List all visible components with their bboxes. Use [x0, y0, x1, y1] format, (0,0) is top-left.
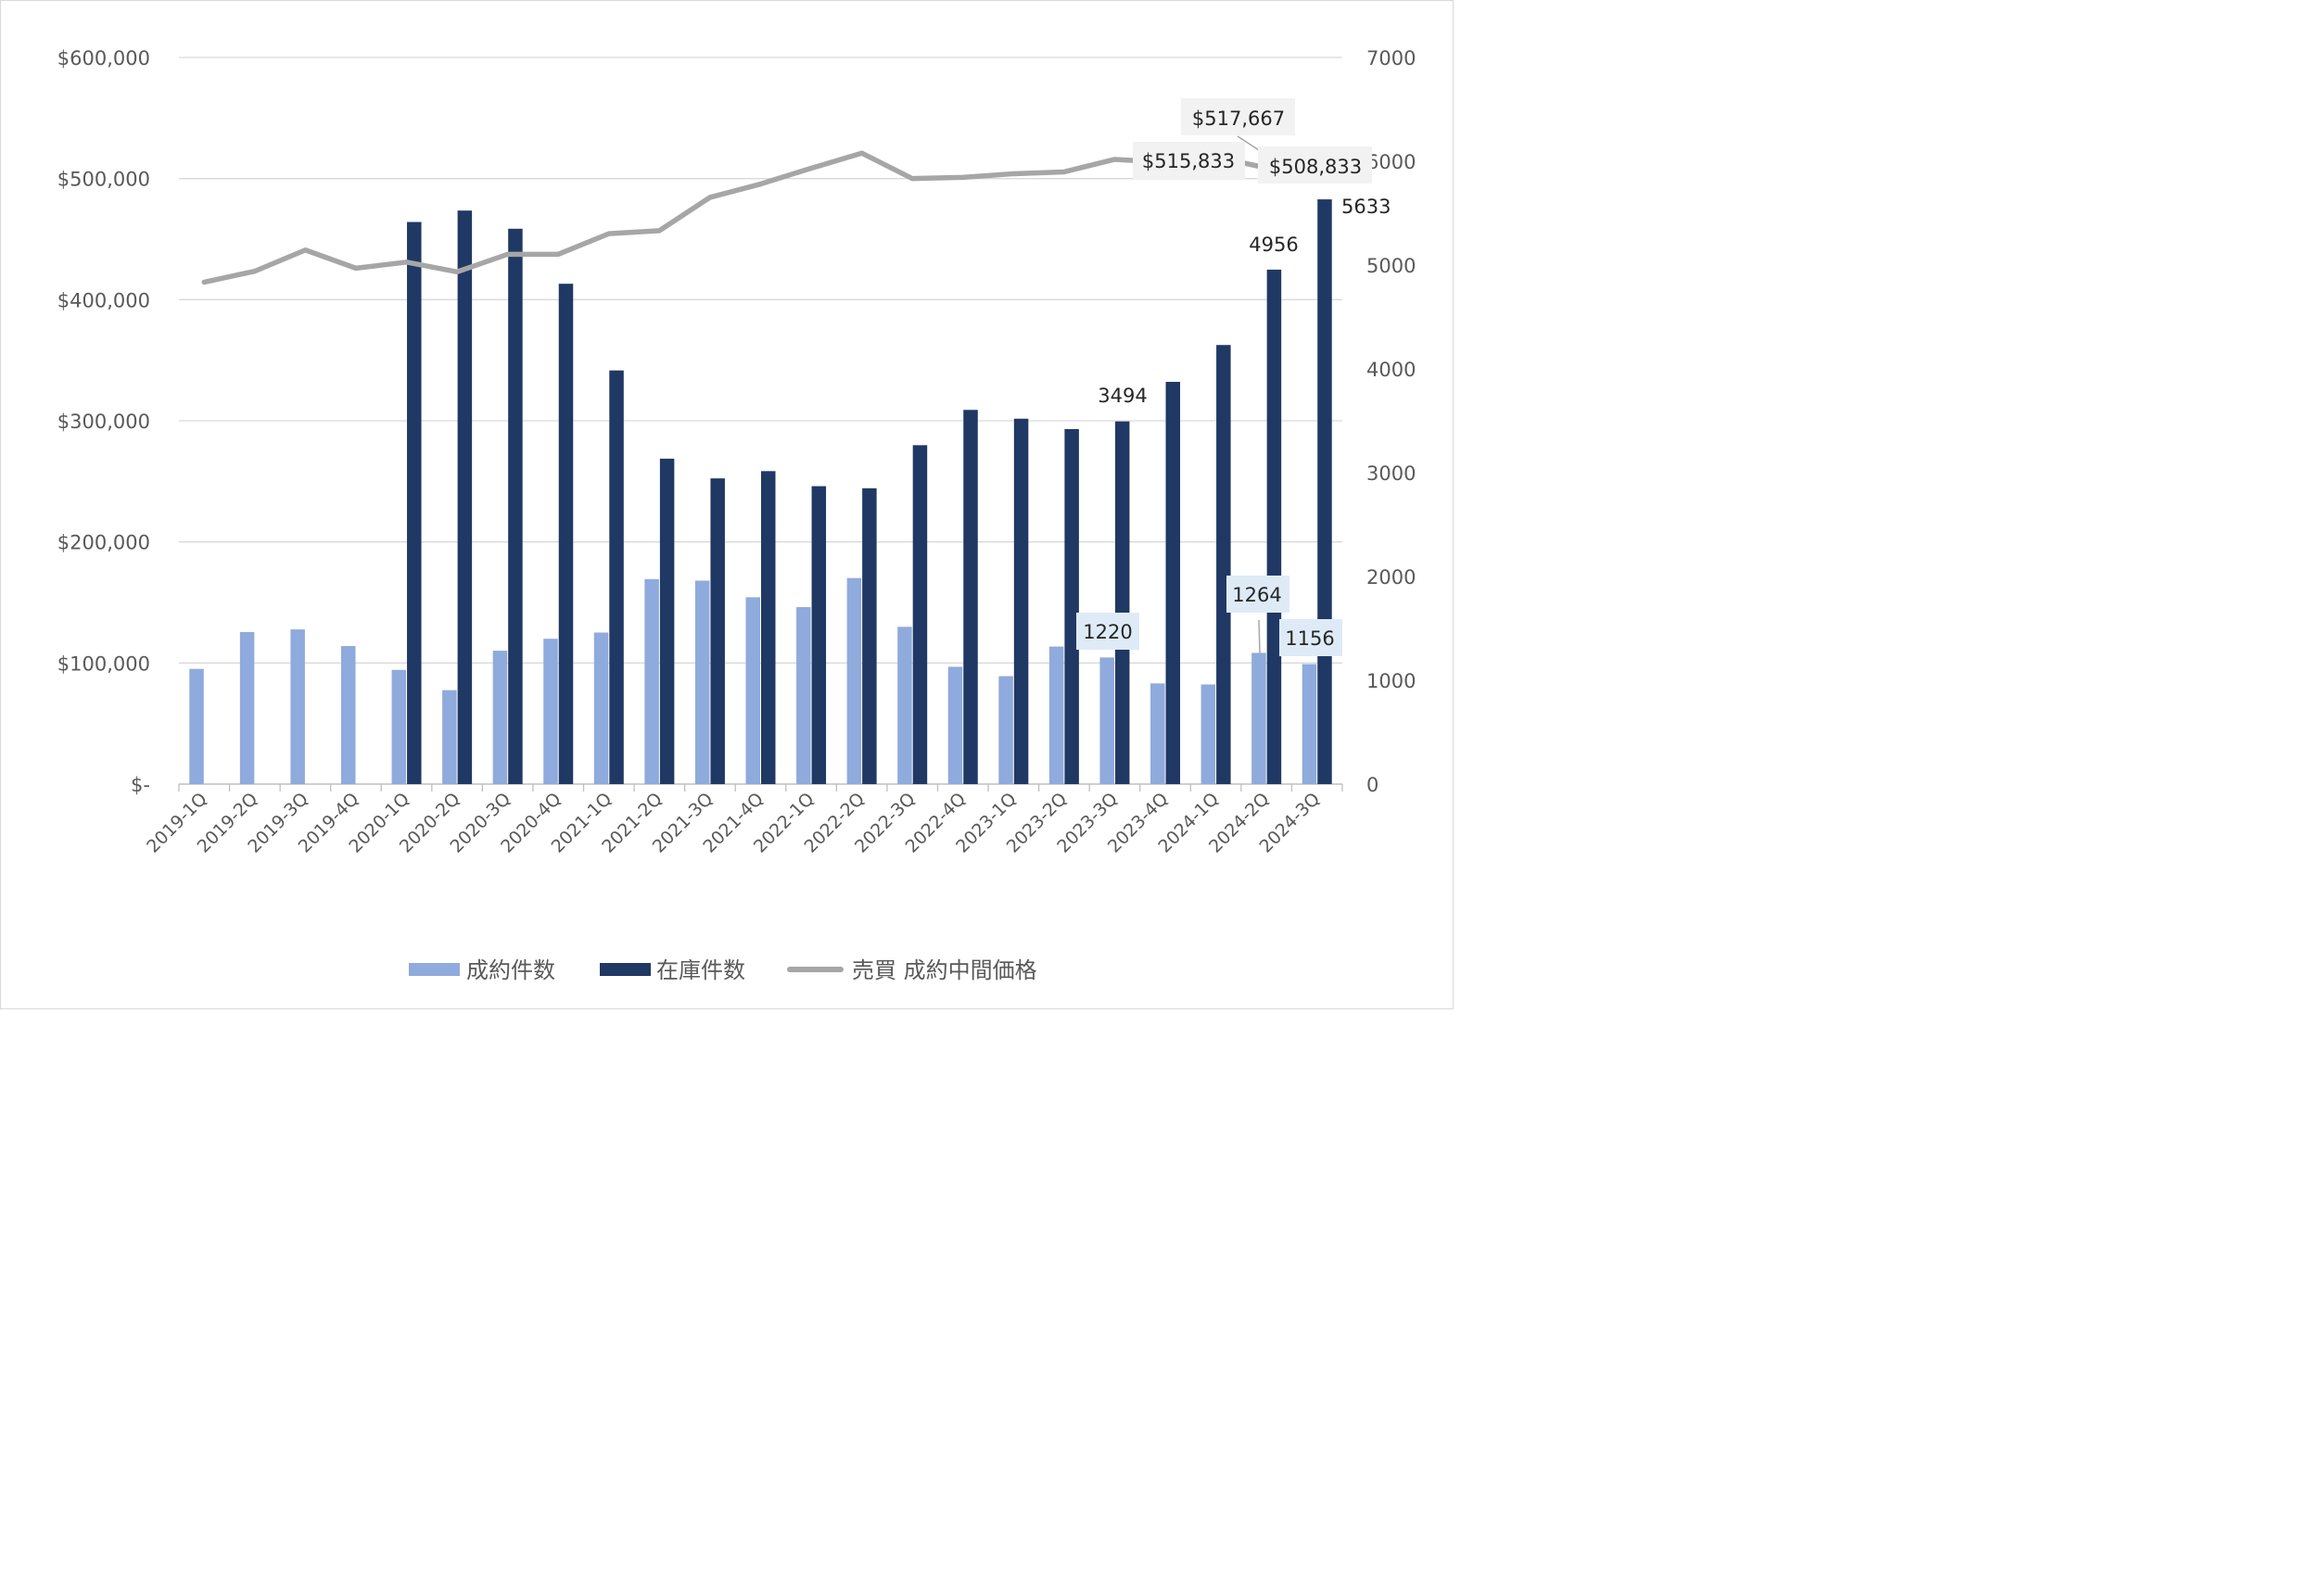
legend-label-inventory: 在庫件数 [656, 957, 745, 983]
line-series [201, 150, 1320, 285]
inventory-bar [659, 458, 675, 784]
contracts-bar [593, 632, 609, 784]
contracts-bar [897, 627, 912, 784]
contracts-bar [694, 580, 710, 784]
label-leader [1237, 135, 1260, 151]
combo-chart: $- $100,000 $200,000 $300,000 $400,000 $500,0… [57, 47, 1416, 983]
left-axis: $- $100,000 $200,000 $300,000 $400,000 $500,0… [57, 47, 150, 796]
data-label-box [1133, 142, 1245, 179]
inventory-bar [558, 284, 574, 784]
contracts-bar [290, 629, 305, 784]
contracts-bar [391, 669, 407, 784]
right-tick-label: 4000 [1366, 359, 1416, 381]
right-tick-label: 7000 [1366, 47, 1416, 70]
bar-marks [189, 199, 1332, 785]
legend: 成約件数 在庫件数 売買 成約中間価格 [409, 957, 1037, 983]
inventory-bar [912, 445, 928, 784]
left-tick-label: $200,000 [57, 532, 150, 554]
contracts-bar [340, 646, 356, 784]
data-label-box [1181, 98, 1295, 135]
legend-label-contracts: 成約件数 [466, 957, 555, 983]
x-axis: 2019-1Q2019-2Q2019-3Q2019-4Q2020-1Q2020-… [143, 783, 1343, 857]
data-label-box [1076, 613, 1139, 650]
data-label: $508,833 [1269, 156, 1362, 178]
right-tick-label: 2000 [1366, 566, 1416, 589]
left-tick-label: $600,000 [57, 47, 150, 70]
data-label: 1220 [1083, 621, 1132, 643]
contracts-bar [796, 607, 811, 784]
inventory-bar [457, 210, 473, 784]
left-tick-label: $300,000 [57, 411, 150, 433]
data-label: $517,667 [1192, 108, 1285, 130]
label-leader [1258, 619, 1261, 654]
contracts-bar [1251, 652, 1266, 784]
inventory-bar [963, 410, 978, 784]
left-tick-label: $- [131, 774, 150, 796]
contracts-bar [947, 666, 963, 784]
inventory-bar [811, 486, 827, 784]
inventory-bar [1165, 382, 1181, 784]
data-label-box [1226, 576, 1289, 613]
contracts-bar [442, 690, 457, 784]
inventory-bar [407, 222, 422, 784]
inventory-bar [609, 370, 624, 784]
chart-frame: $- $100,000 $200,000 $300,000 $400,000 $500,0… [0, 0, 1454, 1009]
data-label: 4956 [1249, 234, 1298, 256]
contracts-bar [1302, 664, 1317, 784]
contracts-bar [644, 578, 659, 784]
data-label: 1156 [1285, 627, 1334, 650]
data-label: 1264 [1232, 584, 1281, 606]
left-tick-label: $500,000 [57, 169, 150, 191]
right-tick-label: 5000 [1366, 255, 1416, 277]
inventory-bar [1013, 418, 1029, 784]
median-price-line [201, 150, 1320, 285]
contracts-bar [1200, 684, 1216, 784]
data-label-box [1279, 619, 1342, 656]
inventory-bar [1317, 199, 1332, 784]
inventory-bar [1216, 345, 1231, 784]
inventory-bar [761, 471, 776, 784]
contracts-bar [492, 651, 508, 784]
data-label: $515,833 [1142, 150, 1235, 172]
inventory-bar [862, 488, 877, 784]
data-label: 3494 [1098, 385, 1147, 407]
left-tick-label: $100,000 [57, 652, 150, 675]
right-tick-label: 6000 [1366, 151, 1416, 173]
left-tick-label: $400,000 [57, 289, 150, 311]
right-tick-label: 0 [1366, 774, 1378, 796]
contracts-bar [189, 668, 204, 784]
contracts-bar [745, 597, 760, 784]
gridlines [179, 57, 1342, 664]
right-tick-label: 3000 [1366, 462, 1416, 485]
contracts-bar [846, 577, 862, 784]
contracts-bar [1048, 646, 1064, 784]
contracts-bar [1150, 683, 1165, 784]
contracts-bar [543, 639, 558, 784]
inventory-bar [710, 478, 725, 784]
data-label-box [1258, 146, 1372, 184]
legend-swatch-contracts [409, 963, 460, 976]
contracts-bar [998, 676, 1013, 784]
legend-label-price: 売買 成約中間価格 [852, 957, 1037, 983]
inventory-bar [1266, 269, 1282, 785]
contracts-bar [1099, 657, 1114, 784]
inventory-bar [1114, 421, 1130, 784]
data-label: 5633 [1341, 196, 1391, 218]
legend-swatch-inventory [600, 963, 651, 976]
inventory-bar [1064, 428, 1079, 784]
contracts-bar [239, 631, 255, 784]
right-axis: 0 1000 2000 3000 4000 5000 6000 7000 [1366, 47, 1416, 796]
inventory-bar [508, 228, 523, 785]
right-tick-label: 1000 [1366, 670, 1416, 692]
